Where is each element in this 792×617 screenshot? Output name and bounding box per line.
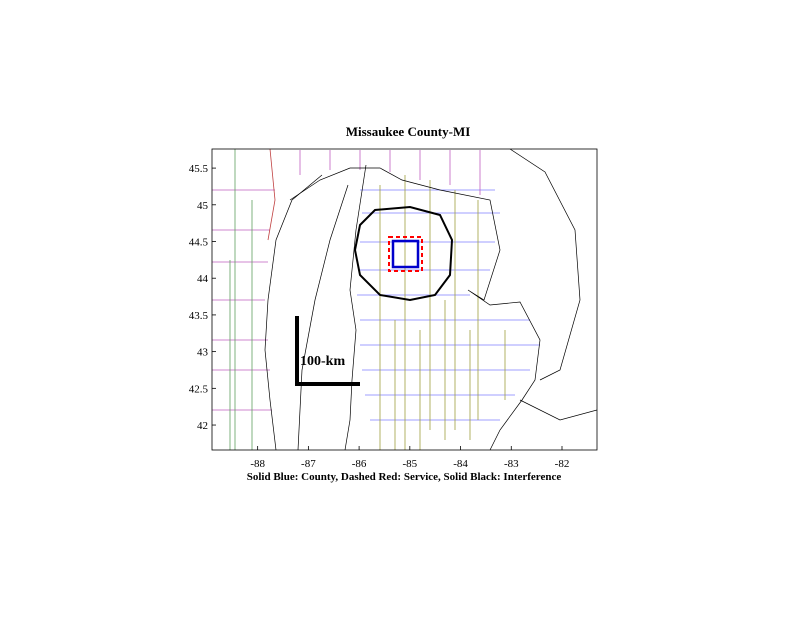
y-tick-label: 45 [197, 200, 209, 212]
county-boundary [379, 175, 506, 450]
y-tick-label: 42.5 [189, 383, 209, 395]
scale-label: 100-km [300, 354, 345, 369]
county-boundary [357, 189, 540, 421]
coastlines [264, 149, 597, 450]
y-tick-label: 45.5 [189, 163, 209, 175]
county-lines [212, 149, 540, 450]
y-tick-label: 43 [197, 347, 209, 359]
y-tick-label: 44.5 [189, 237, 209, 249]
interference-contour [353, 205, 454, 302]
y-tick-label: 43.5 [189, 310, 209, 322]
x-tick-label: -88 [250, 458, 265, 470]
coastline [509, 149, 597, 421]
map-layer: 100-km [212, 149, 597, 450]
x-axis-label: Solid Blue: County, Dashed Red: Service,… [247, 471, 562, 483]
x-tick-label: -85 [402, 458, 417, 470]
coastline [264, 174, 323, 450]
chart-title: Missaukee County-MI [346, 124, 471, 139]
coastline [289, 167, 541, 450]
x-tick-label: -83 [504, 458, 519, 470]
plot-frame [211, 148, 598, 451]
x-tick-label: -87 [301, 458, 316, 470]
scale-bar [295, 316, 360, 386]
y-tick-label: 42 [197, 420, 208, 432]
county-boundary [267, 149, 276, 241]
x-tick-label: -86 [352, 458, 367, 470]
county-outline [391, 239, 420, 269]
service-area [388, 236, 423, 272]
coastline [344, 164, 367, 450]
state-boundary [297, 184, 349, 450]
x-tick-label: -84 [453, 458, 468, 470]
county-boundary [299, 150, 481, 195]
county-boundary [212, 189, 275, 411]
y-tick-label: 44 [197, 273, 209, 285]
x-tick-label: -82 [555, 458, 570, 470]
county-boundary [229, 149, 253, 450]
